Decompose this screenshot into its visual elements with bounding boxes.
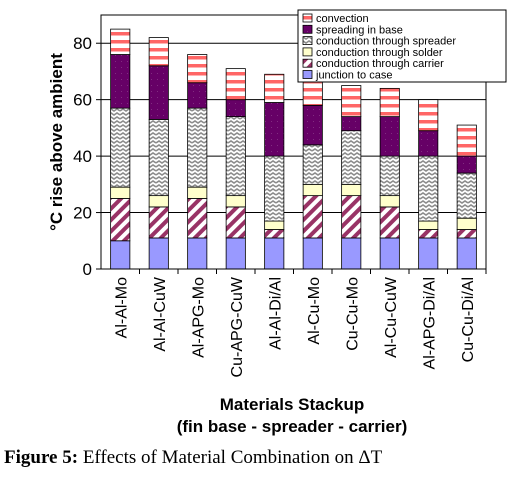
bar-segment-conduction-through-solder: [302, 183, 323, 197]
bar-segment-spreading-in-base: [264, 102, 285, 157]
bar-segment-junction-to-case: [341, 237, 362, 270]
legend-swatch-spreading-in-base: [302, 24, 313, 34]
bar-segment-convection: [225, 68, 246, 101]
x-axis-label: Materials Stackup: [220, 395, 365, 414]
bar-segment-conduction-through-solder: [110, 186, 131, 199]
bar-segment-conduction-through-spreader: [264, 155, 285, 222]
bar-segment-conduction-through-solder: [187, 186, 208, 199]
bar-segment-conduction-through-carrier: [302, 195, 323, 239]
legend-label-spreading-in-base: spreading in base: [316, 24, 403, 36]
bar-segment-conduction-through-solder: [148, 195, 169, 208]
legend-label-convection: convection: [316, 13, 369, 25]
legend-box: [297, 9, 507, 83]
bar-segment-junction-to-case: [264, 237, 285, 270]
bar-segment-convection: [418, 99, 439, 132]
legend-swatch-conduction-through-solder: [302, 47, 313, 57]
bar-segment-convection: [148, 37, 169, 67]
bar-segment-spreading-in-base: [110, 54, 131, 109]
bar-segment-conduction-through-solder: [456, 217, 477, 230]
x-tick-label: Al-Cu-Mo: [306, 277, 323, 345]
legend-label-conduction-through-spreader: conduction through spreader: [316, 36, 456, 48]
y-tick-label: 20: [73, 204, 92, 223]
bar-segment-conduction-through-carrier: [187, 198, 208, 239]
y-axis-label: °C rise above ambient: [47, 53, 66, 231]
caption-label: Figure 5:: [4, 447, 79, 468]
bar-segment-spreading-in-base: [302, 104, 323, 146]
bar-segment-junction-to-case: [418, 237, 439, 270]
x-tick-label: Al-APG-Mo: [190, 277, 207, 358]
bar-segment-conduction-through-solder: [225, 195, 246, 208]
legend-label-junction-to-case: junction to case: [315, 70, 392, 82]
bar-segment-conduction-through-solder: [418, 220, 439, 230]
bar-segment-convection: [187, 54, 208, 84]
bar-segment-spreading-in-base: [341, 116, 362, 132]
x-tick-label: Cu-APG-CuW: [229, 276, 246, 377]
chart-canvas: 0 20 40 60 80 Al-Al-Mo Al-Al-CuW Al-APG-Mo Cu-A…: [47, 9, 507, 436]
bar-segment-spreading-in-base: [379, 116, 400, 157]
x-tick-label: Al-Al-Mo: [113, 277, 130, 338]
legend-swatch-conduction-through-carrier: [302, 58, 313, 68]
bar-segment-spreading-in-base: [187, 82, 208, 109]
bar-segment-conduction-through-carrier: [110, 198, 131, 242]
bar-segment-junction-to-case: [148, 237, 169, 270]
bar-segment-spreading-in-base: [456, 155, 477, 174]
caption-text: Effects of Material Combination on ΔT: [82, 447, 383, 468]
bar-segment-conduction-through-spreader: [148, 119, 169, 197]
bar-segment-conduction-through-spreader: [418, 155, 439, 222]
bar-segment-conduction-through-carrier: [225, 206, 246, 239]
bar-segment-junction-to-case: [456, 237, 477, 270]
bar-segment-conduction-through-carrier: [418, 229, 439, 239]
x-tick-label: Cu-Cu-Di/Al: [460, 277, 477, 362]
x-tick-labels: Al-Al-Mo Al-Al-CuW Al-APG-Mo Cu-APG-CuW Al-A…: [113, 269, 487, 377]
bar-segment-spreading-in-base: [225, 99, 246, 117]
x-tick-label: Al-Al-Di/Al: [267, 277, 284, 350]
legend-label-conduction-through-carrier: conduction through carrier: [316, 58, 444, 70]
bar-segment-junction-to-case: [379, 237, 400, 270]
bar-segment-convection: [264, 73, 285, 103]
bar-segment-conduction-through-solder: [379, 195, 400, 208]
x-tick-label: Al-Al-CuW: [152, 276, 169, 352]
x-axis-sublabel: (fin base - spreader - carrier): [177, 417, 408, 436]
bar-segment-junction-to-case: [187, 237, 208, 270]
bar-segment-convection: [379, 87, 400, 117]
legend-swatch-convection: [302, 13, 313, 23]
y-tick-label: 80: [73, 34, 92, 53]
bar-segment-conduction-through-carrier: [264, 229, 285, 239]
bar-segment-conduction-through-spreader: [456, 172, 477, 219]
bar-segment-convection: [341, 85, 362, 118]
legend-label-conduction-through-solder: conduction through solder: [316, 47, 443, 59]
bar-segment-conduction-through-carrier: [456, 229, 477, 239]
bar-segment-junction-to-case: [225, 237, 246, 270]
bar-segment-convection: [110, 28, 131, 55]
bar-segment-conduction-through-spreader: [187, 107, 208, 188]
y-tick-label: 0: [83, 260, 92, 279]
x-tick-label: Al-Cu-CuW: [383, 276, 400, 358]
bar-segment-conduction-through-spreader: [379, 155, 400, 197]
bar-segment-conduction-through-spreader: [110, 107, 131, 188]
bar-segment-junction-to-case: [110, 240, 131, 270]
bar-segment-spreading-in-base: [418, 130, 439, 157]
x-tick-label: Cu-Cu-Mo: [344, 277, 361, 351]
bar-segment-convection: [456, 124, 477, 157]
y-tick-label: 40: [73, 147, 92, 166]
figure-caption: Figure 5: Effects of Material Combinatio…: [4, 447, 504, 475]
bar-segment-conduction-through-spreader: [341, 130, 362, 185]
bars: [110, 28, 477, 270]
legend-swatch-conduction-through-spreader: [302, 36, 313, 45]
bar-segment-junction-to-case: [302, 237, 323, 270]
bar-segment-spreading-in-base: [148, 65, 169, 120]
bar-segment-conduction-through-spreader: [302, 144, 323, 185]
bar-segment-conduction-through-solder: [341, 183, 362, 197]
legend-swatch-junction-to-case: [302, 70, 313, 79]
y-tick-label: 60: [73, 91, 92, 110]
x-tick-label: Al-APG-Di/Al: [421, 277, 438, 369]
bar-segment-conduction-through-carrier: [148, 206, 169, 239]
stacked-bar-chart: 0 20 40 60 80 Al-Al-Mo Al-Al-CuW Al-APG-Mo Cu-A…: [47, 9, 507, 436]
bar-segment-conduction-through-solder: [264, 220, 285, 230]
y-tick-labels: 0 20 40 60 80: [73, 34, 101, 279]
bar-segment-conduction-through-carrier: [379, 206, 400, 239]
bar-segment-conduction-through-spreader: [225, 116, 246, 197]
bar-segment-conduction-through-carrier: [341, 195, 362, 239]
